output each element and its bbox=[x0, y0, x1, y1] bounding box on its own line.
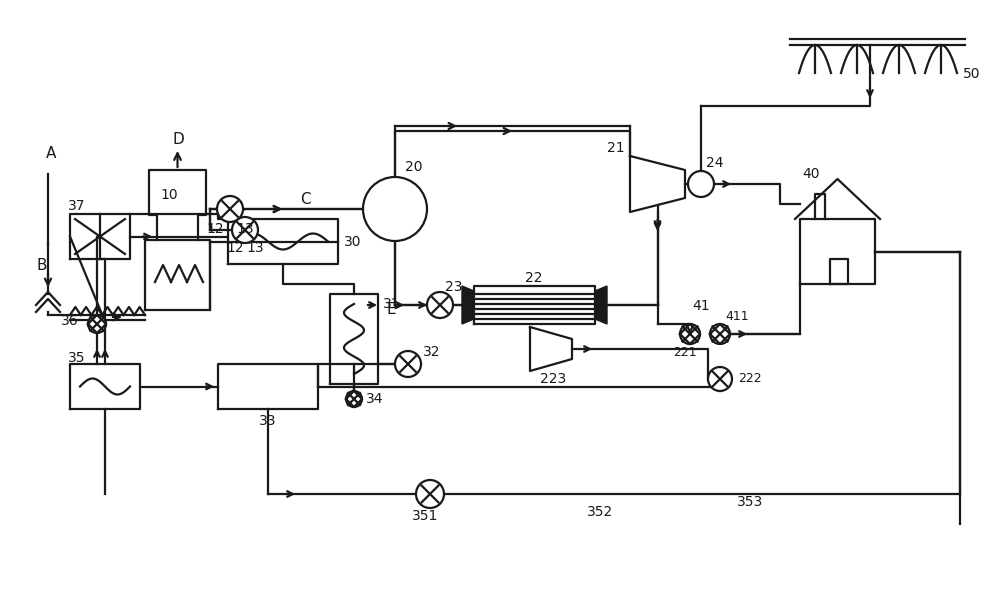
Text: A: A bbox=[46, 147, 56, 162]
Text: 23: 23 bbox=[445, 280, 462, 294]
Circle shape bbox=[427, 292, 453, 318]
Text: E: E bbox=[387, 302, 397, 318]
Text: 13: 13 bbox=[236, 222, 254, 236]
Text: 12: 12 bbox=[206, 222, 224, 236]
Text: 31: 31 bbox=[383, 297, 401, 311]
Text: D: D bbox=[173, 132, 184, 147]
Text: 40: 40 bbox=[802, 167, 820, 181]
Text: 32: 32 bbox=[423, 345, 440, 359]
Text: 41: 41 bbox=[692, 299, 710, 313]
Text: 34: 34 bbox=[366, 392, 384, 406]
Text: 11: 11 bbox=[228, 200, 246, 214]
Text: 30: 30 bbox=[344, 235, 362, 248]
Text: 221: 221 bbox=[673, 346, 697, 359]
Text: 24: 24 bbox=[706, 156, 724, 170]
Circle shape bbox=[346, 391, 362, 407]
Text: 222: 222 bbox=[738, 372, 762, 386]
Text: 13: 13 bbox=[246, 241, 264, 255]
Polygon shape bbox=[462, 286, 474, 324]
Text: 21: 21 bbox=[607, 141, 625, 155]
Text: 35: 35 bbox=[68, 351, 86, 365]
Polygon shape bbox=[595, 286, 607, 324]
Text: 33: 33 bbox=[259, 414, 277, 428]
Text: 22: 22 bbox=[524, 271, 542, 285]
Circle shape bbox=[708, 367, 732, 391]
Circle shape bbox=[217, 196, 243, 222]
Circle shape bbox=[232, 217, 258, 243]
Text: 50: 50 bbox=[963, 67, 980, 81]
Circle shape bbox=[88, 315, 106, 333]
Text: 353: 353 bbox=[737, 495, 763, 509]
Circle shape bbox=[710, 324, 730, 344]
Text: 223: 223 bbox=[540, 372, 566, 386]
Text: B: B bbox=[36, 258, 46, 273]
Circle shape bbox=[395, 351, 421, 377]
Circle shape bbox=[688, 171, 714, 197]
Circle shape bbox=[680, 324, 700, 344]
Text: 36: 36 bbox=[61, 314, 79, 328]
Text: 20: 20 bbox=[405, 160, 422, 174]
Text: 10: 10 bbox=[160, 188, 178, 202]
Circle shape bbox=[363, 177, 427, 241]
Text: 12: 12 bbox=[226, 241, 244, 255]
Text: 352: 352 bbox=[587, 505, 613, 519]
Text: 37: 37 bbox=[68, 199, 86, 213]
Text: C: C bbox=[300, 191, 310, 207]
Text: 411: 411 bbox=[725, 309, 749, 323]
Text: 351: 351 bbox=[412, 509, 438, 523]
Circle shape bbox=[416, 480, 444, 508]
